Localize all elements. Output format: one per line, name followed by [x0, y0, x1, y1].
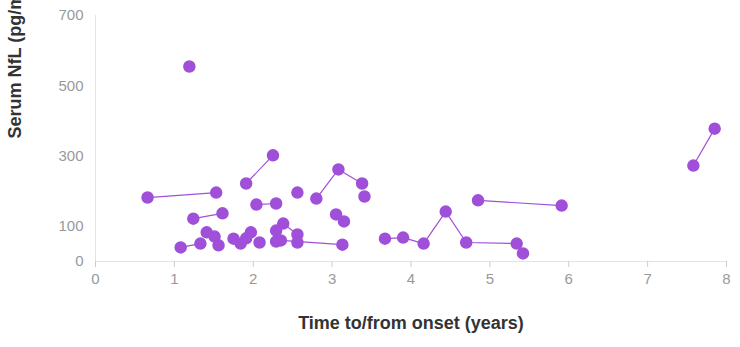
- svg-text:2: 2: [249, 270, 257, 287]
- svg-text:0: 0: [91, 270, 99, 287]
- svg-text:100: 100: [58, 217, 83, 234]
- svg-text:700: 700: [58, 6, 83, 23]
- svg-text:1: 1: [170, 270, 178, 287]
- svg-text:5: 5: [486, 270, 494, 287]
- svg-text:4: 4: [407, 270, 415, 287]
- svg-text:6: 6: [565, 270, 573, 287]
- svg-text:7: 7: [643, 270, 651, 287]
- svg-text:300: 300: [58, 147, 83, 164]
- svg-text:0: 0: [75, 252, 83, 269]
- svg-text:3: 3: [328, 270, 336, 287]
- svg-text:500: 500: [58, 77, 83, 94]
- svg-text:Serum NfL (pg/mL): Serum NfL (pg/mL): [5, 0, 25, 139]
- svg-text:8: 8: [722, 270, 730, 287]
- svg-text:Time to/from onset (years): Time to/from onset (years): [298, 313, 524, 333]
